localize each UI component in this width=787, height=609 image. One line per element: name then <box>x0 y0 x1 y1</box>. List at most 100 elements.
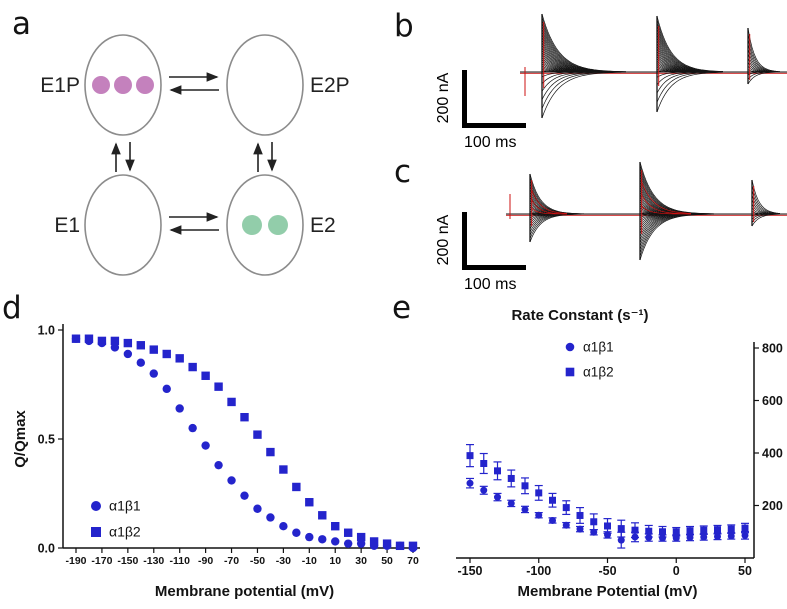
legend: α1β1 α1β2 <box>91 498 141 540</box>
legend-marker-square <box>565 367 575 377</box>
y-tick-label: 800 <box>762 342 783 356</box>
data-point <box>382 539 392 548</box>
data-point <box>535 511 543 519</box>
legend-label: α1β1 <box>583 340 614 355</box>
data-point <box>686 534 694 542</box>
data-point <box>494 493 501 501</box>
data-point <box>549 496 556 504</box>
x-axis-label: Membrane Potential (mV) <box>517 583 697 600</box>
data-point <box>292 482 301 492</box>
data-point <box>201 441 210 450</box>
y-tick-label: 400 <box>762 447 783 461</box>
data-point <box>494 467 501 475</box>
x-axis-label: Membrane potential (mV) <box>155 583 334 600</box>
data-point <box>741 531 749 539</box>
data-point <box>214 460 223 470</box>
y-tick-label: 0.0 <box>38 542 55 556</box>
rate-constant-chart: -150 -100 -50 0 50 200 400 600 800 Membrane Poten… <box>456 307 783 600</box>
data-point <box>466 479 474 487</box>
state-oval-e2 <box>226 174 304 276</box>
state-oval-e1p <box>84 34 162 136</box>
data-point <box>700 533 708 541</box>
legend-label: α1β2 <box>583 365 614 380</box>
data-point <box>136 358 146 367</box>
ion-dot-pink <box>114 76 132 94</box>
data-point <box>549 516 556 524</box>
data-point <box>576 511 584 519</box>
data-point <box>175 404 184 413</box>
data-point <box>188 362 197 372</box>
x-tick-label: 70 <box>407 555 419 567</box>
data-point <box>507 499 515 507</box>
ion-dot-green <box>268 215 288 235</box>
data-point <box>292 528 301 537</box>
state-label-e2: E2 <box>310 214 336 237</box>
axes <box>58 324 420 553</box>
legend: α1β1 α1β2 <box>565 340 614 380</box>
legend-marker-circle <box>565 342 575 352</box>
data-point <box>266 513 275 522</box>
panel-letter-c: c <box>394 154 412 190</box>
panel-letter-e: e <box>392 290 412 326</box>
data-point <box>659 528 666 536</box>
scale-bar-b: 200 nA 100 ms <box>428 64 538 164</box>
data-point <box>110 336 120 346</box>
data-point <box>227 397 236 407</box>
data-point <box>343 528 353 537</box>
x-tick-label: -150 <box>457 564 482 578</box>
qv-curve-chart: -190 -170 -150 -130 -110 -90 -70 -50 -30 -10 10 30 5… <box>12 324 420 600</box>
data-point <box>590 528 598 536</box>
data-point <box>110 343 120 352</box>
x-tick-label: -130 <box>143 555 164 567</box>
x-tick-label: -190 <box>65 555 86 567</box>
axes <box>456 342 759 563</box>
y-axis-label: Q/Qmax <box>12 410 29 468</box>
data-point <box>714 532 721 540</box>
data-point <box>535 489 543 497</box>
x-tick-label: -30 <box>276 555 291 567</box>
series-squares <box>466 444 749 539</box>
state-oval-e1 <box>84 174 162 276</box>
ion-dot-pink <box>92 76 110 94</box>
data-point <box>741 524 749 532</box>
x-tick-label: 30 <box>355 555 367 567</box>
data-point <box>562 504 570 512</box>
ion-dot-green <box>242 215 262 235</box>
data-point <box>331 537 340 546</box>
data-point <box>480 460 488 467</box>
state-label-e1: E1 <box>54 214 80 237</box>
data-point <box>356 532 366 542</box>
x-tick-label: -50 <box>598 564 616 578</box>
data-point <box>201 371 210 380</box>
data-point <box>123 338 133 348</box>
x-tick-label: -50 <box>250 555 265 567</box>
state-oval-e2p <box>226 34 304 136</box>
data-point <box>279 522 288 531</box>
data-point <box>305 532 314 542</box>
data-point <box>727 525 735 533</box>
data-point <box>631 526 639 534</box>
scale-bar-b-lines <box>462 70 526 128</box>
data-point <box>466 452 474 460</box>
current-traces-b <box>520 13 787 119</box>
data-point <box>318 535 327 544</box>
data-point <box>521 505 529 513</box>
tick-labels: -190 -170 -150 -130 -110 -90 -70 -50 -30 -10 10 30 5… <box>38 324 419 568</box>
data-point <box>645 527 653 535</box>
scale-bar-c: 200 nA 100 ms <box>428 206 538 306</box>
data-point <box>162 384 171 394</box>
chart-title: Rate Constant (s⁻¹) <box>511 307 648 324</box>
legend-marker-square <box>91 527 101 537</box>
transient-event <box>656 15 724 113</box>
data-point <box>408 541 418 551</box>
legend-label: α1β2 <box>109 524 141 540</box>
scale-bar-c-current-label: 200 nA <box>435 214 452 266</box>
data-point <box>305 498 314 507</box>
legend-marker-circle <box>91 501 101 511</box>
data-point <box>672 528 680 536</box>
series-squares <box>71 334 418 551</box>
data-point <box>266 447 275 457</box>
data-point <box>395 541 405 551</box>
x-tick-label: 0 <box>673 564 680 578</box>
